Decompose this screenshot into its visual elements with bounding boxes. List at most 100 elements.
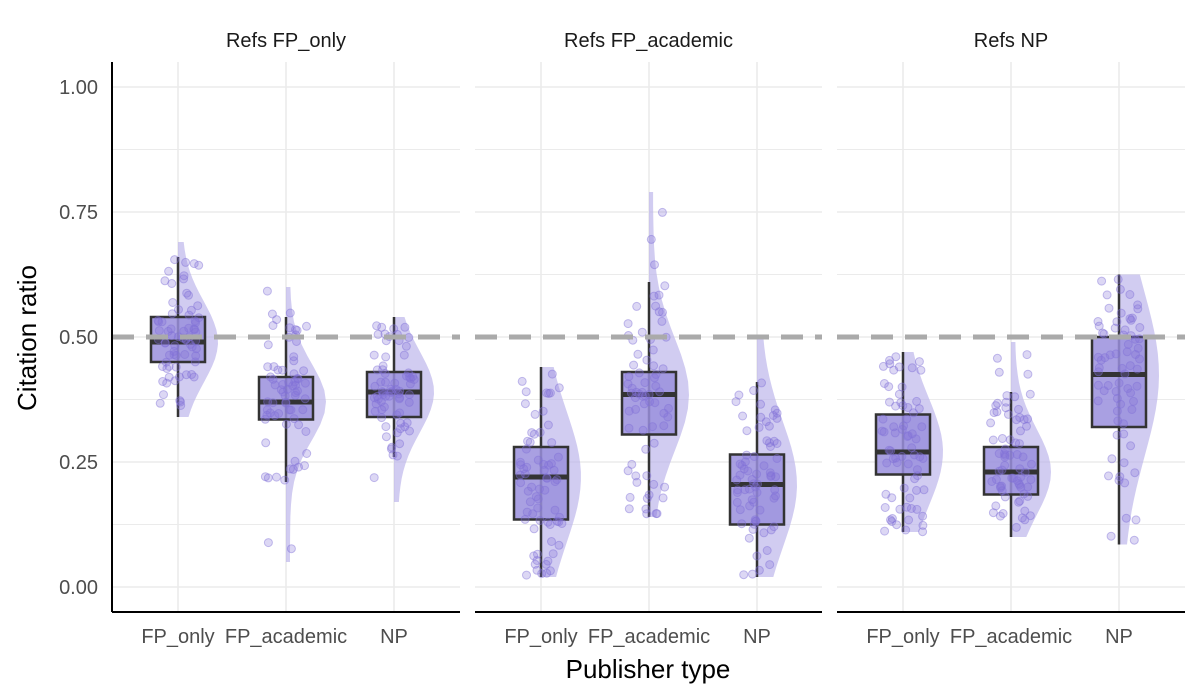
data-point [995, 511, 1005, 521]
data-point [772, 439, 782, 448]
data-point [989, 408, 999, 418]
data-point [1132, 364, 1142, 374]
data-point [1119, 419, 1128, 429]
data-point [995, 481, 1005, 491]
data-point [769, 493, 779, 503]
data-point [642, 471, 652, 481]
data-point [401, 341, 411, 351]
data-point [535, 427, 545, 437]
data-point [159, 390, 168, 400]
data-point [377, 405, 387, 415]
data-point [533, 494, 543, 504]
data-point [529, 429, 539, 439]
data-point [757, 378, 766, 388]
data-point [184, 290, 193, 300]
data-point [1123, 339, 1133, 349]
x-tick-label: FP_academic [950, 626, 1072, 648]
data-point [516, 478, 526, 488]
data-point [395, 393, 405, 403]
data-point [651, 370, 661, 379]
data-point [1012, 476, 1022, 486]
data-point [1093, 396, 1103, 406]
data-point [176, 397, 185, 407]
x-tick-label: FP_academic [225, 626, 347, 648]
data-point [766, 472, 776, 481]
data-point [903, 459, 913, 469]
data-point [523, 436, 533, 446]
data-point [167, 279, 177, 288]
data-point [1125, 290, 1135, 299]
data-point [1027, 459, 1036, 469]
data-point [751, 516, 761, 526]
data-point [276, 385, 286, 395]
data-point [1125, 361, 1135, 371]
data-point [301, 427, 311, 436]
data-point [1007, 473, 1017, 483]
data-point [641, 504, 651, 514]
data-point [911, 434, 921, 444]
data-point [750, 515, 760, 525]
data-point [1135, 323, 1145, 332]
data-point [386, 444, 396, 454]
data-point [998, 509, 1008, 518]
data-point [280, 391, 290, 401]
data-point [735, 470, 745, 480]
data-point [992, 407, 1002, 417]
data-point [386, 384, 396, 394]
data-point [1014, 479, 1024, 489]
data-point [1012, 450, 1022, 459]
data-point [885, 355, 894, 365]
data-point [991, 475, 1001, 484]
data-point [160, 338, 170, 348]
data-point [884, 382, 894, 392]
data-point [772, 454, 782, 463]
data-point [273, 365, 283, 375]
data-point [654, 290, 664, 300]
data-point [902, 502, 912, 512]
data-point [1094, 363, 1104, 373]
data-point [533, 503, 543, 513]
data-point [737, 519, 747, 529]
data-point [164, 361, 174, 371]
data-point [624, 406, 634, 416]
data-point [1010, 392, 1020, 402]
data-point [545, 520, 555, 529]
data-point [744, 533, 754, 543]
data-point [270, 380, 280, 390]
data-point [1111, 387, 1121, 396]
data-point [770, 485, 780, 495]
data-point [539, 459, 548, 469]
data-point [1014, 404, 1023, 414]
data-point [655, 387, 665, 397]
data-point [1002, 391, 1012, 401]
data-point [887, 493, 897, 503]
data-point [625, 492, 635, 502]
data-point [987, 477, 997, 486]
axis-layer: Refs FP_only FP_only FP_academic NP Refs FP_… [59, 30, 1185, 648]
data-point [1025, 389, 1035, 399]
data-point [762, 546, 772, 555]
data-point [527, 482, 537, 492]
data-point [624, 504, 634, 514]
data-point [1008, 473, 1018, 483]
data-point [759, 528, 769, 538]
data-point [281, 397, 291, 407]
data-point [157, 317, 167, 327]
data-point [997, 481, 1007, 491]
data-point [640, 378, 650, 388]
data-point [627, 383, 637, 393]
data-point [531, 492, 541, 502]
data-point [553, 452, 563, 462]
data-point [886, 446, 896, 456]
data-point [517, 376, 527, 386]
data-point [522, 570, 531, 580]
data-point [395, 386, 405, 396]
data-point [174, 305, 183, 315]
data-point [770, 405, 780, 415]
data-point [395, 408, 405, 418]
data-point [742, 426, 752, 436]
data-point [1120, 369, 1130, 379]
data-point [1016, 482, 1026, 492]
data-point [732, 475, 742, 485]
data-point [176, 401, 186, 410]
